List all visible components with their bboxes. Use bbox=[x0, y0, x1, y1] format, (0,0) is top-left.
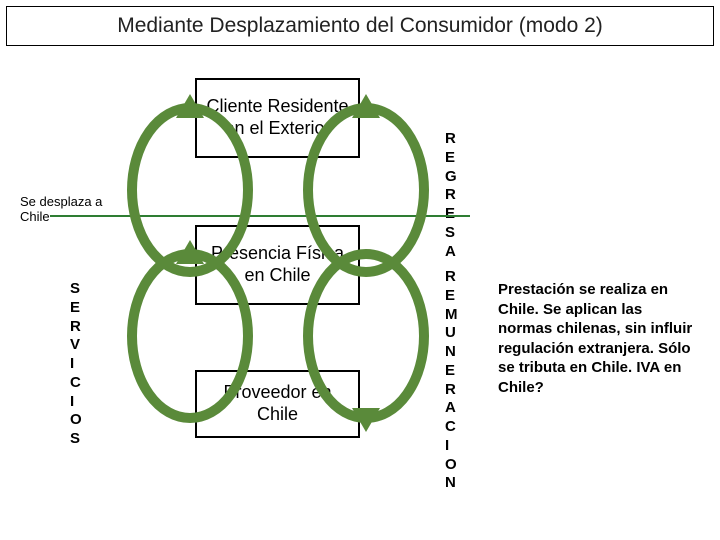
page-title: Mediante Desplazamiento del Consumidor (… bbox=[6, 6, 714, 46]
box-cliente: Cliente Residente en el Exterior bbox=[195, 78, 360, 158]
flow-arrows bbox=[0, 0, 720, 540]
box-proveedor: Proveedor en Chile bbox=[195, 370, 360, 438]
label-servicios: SERVICIOS bbox=[70, 280, 82, 449]
paragraph-explanation: Prestación se realiza en Chile. Se aplic… bbox=[498, 280, 698, 397]
label-se-desplaza: Se desplaza a Chile bbox=[20, 195, 102, 225]
label-regresa: REGRESA bbox=[445, 130, 457, 261]
box-presencia: Presencia Física en Chile bbox=[195, 225, 360, 305]
separator-line bbox=[50, 215, 470, 217]
label-remuneracion: REMUNERACION bbox=[445, 268, 458, 493]
